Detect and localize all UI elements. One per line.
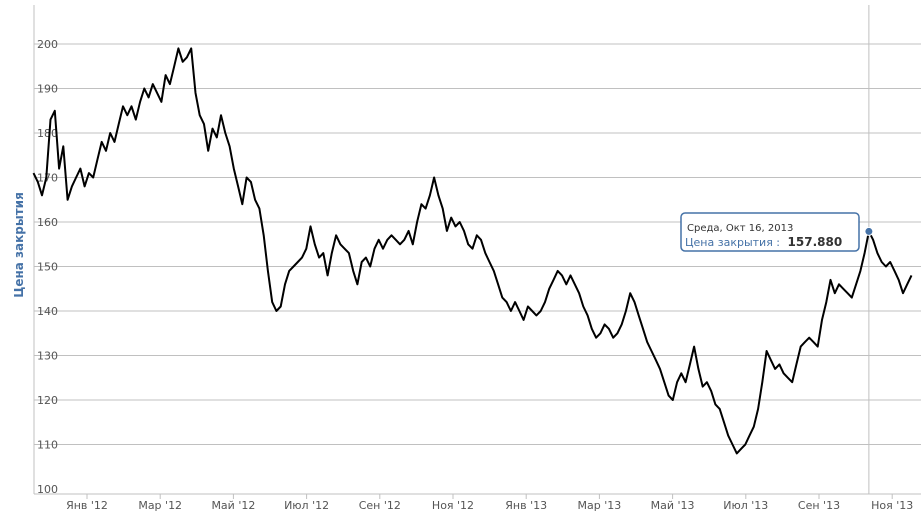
y-tick-label: 120	[37, 394, 58, 407]
tooltip: Среда, Окт 16, 2013 Цена закрытия : 157.…	[680, 212, 860, 252]
tooltip-date: Среда, Окт 16, 2013	[687, 223, 793, 234]
y-axis-title: Цена закрытия	[12, 192, 26, 298]
tooltip-value: 157.880	[788, 235, 843, 249]
x-tick-label: Июл '12	[284, 499, 329, 512]
x-tick-label: Май '13	[651, 499, 695, 512]
close-price-line	[32, 47, 913, 455]
x-tick-label: Янв '12	[66, 499, 108, 512]
y-tick-label: 110	[37, 439, 58, 452]
y-tick-label: 150	[37, 261, 58, 274]
y-tick-label: 140	[37, 305, 58, 318]
y-tick-label: 100	[37, 483, 58, 496]
x-tick-label: Янв '13	[505, 499, 547, 512]
x-tick-label: Ноя '12	[432, 499, 474, 512]
x-tick-label: Май '12	[211, 499, 255, 512]
y-tick-label: 170	[37, 172, 58, 185]
y-tick-label: 130	[37, 350, 58, 363]
tooltip-separator: :	[773, 236, 784, 249]
hover-point-marker[interactable]	[864, 226, 874, 236]
y-axis-ticks: 100 110 120 130 140 150 160 170 180 190 200	[37, 38, 58, 496]
tooltip-box	[680, 212, 860, 252]
x-axis-ticks: Янв '12 Мар '12 Май '12 Июл '12 Сен '12 Ноя '…	[66, 494, 913, 512]
x-tick-label: Ноя '13	[871, 499, 913, 512]
x-tick-label: Мар '12	[138, 499, 182, 512]
grid-lines	[34, 43, 921, 445]
x-tick-label: Сен '12	[359, 499, 401, 512]
y-tick-label: 190	[37, 83, 58, 96]
y-tick-label: 180	[37, 127, 58, 140]
tooltip-value-line: Цена закрытия : 157.880	[685, 235, 842, 249]
x-tick-label: Мар '13	[578, 499, 622, 512]
tooltip-series-name: Цена закрытия	[685, 236, 773, 249]
y-tick-label: 200	[37, 38, 58, 51]
x-tick-label: Сен '13	[798, 499, 840, 512]
y-tick-label: 160	[37, 216, 58, 229]
x-tick-label: Июл '13	[723, 499, 768, 512]
